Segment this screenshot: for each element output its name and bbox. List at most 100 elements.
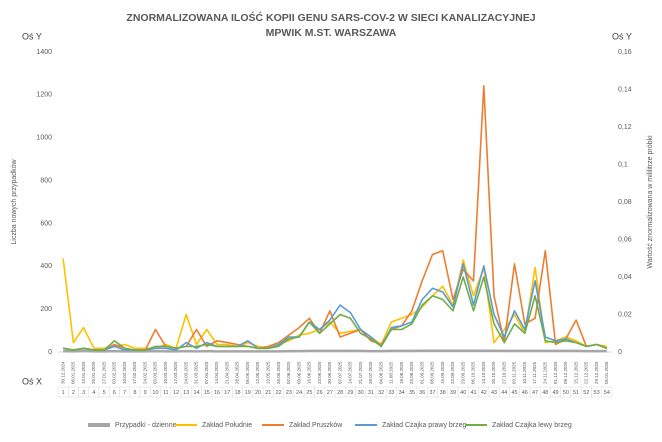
date-label: 06.01.2025 (71, 361, 76, 384)
date-label: 30.06.2025 (327, 361, 332, 384)
legend-label: Zakład Czajka prawy brzeg (382, 422, 467, 429)
legend-label: Przypadki - dzienne (115, 422, 177, 429)
date-label: 26.05.2025 (276, 361, 281, 384)
x-tick-label: 37 (429, 390, 435, 396)
x-tick-label: 47 (532, 390, 538, 396)
x-tick-label: 42 (481, 390, 487, 396)
x-tick-label: 30 (358, 390, 364, 396)
x-tick-label: 43 (491, 390, 497, 396)
x-tick-label: 32 (378, 390, 384, 396)
x-tick-label: 46 (522, 390, 528, 396)
date-label: 24.11.2025 (543, 361, 548, 384)
legend-label: Zakład Południe (202, 422, 252, 429)
series-line (63, 349, 607, 353)
x-tick-label: 8 (133, 390, 136, 396)
x-tick-label: 54 (604, 390, 610, 396)
y-axis-label: Liczba nowych przypadków (11, 158, 18, 244)
x-tick-label: 45 (511, 390, 517, 396)
date-label: 23.06.2025 (317, 361, 322, 384)
x-tick-label: 9 (144, 390, 147, 396)
date-label: 10.03.2025 (163, 361, 168, 384)
date-label: 29.12.2025 (594, 361, 599, 384)
chart-title: ZNORMALIZOWANA ILOŚĆ KOPII GENU SARS-COV… (126, 11, 535, 24)
y2-axis-label: Wartość znormalizowana w mililitrze prób… (647, 135, 654, 269)
y2-tick-label: 0,08 (618, 199, 632, 206)
x-tick-label: 2 (72, 390, 75, 396)
date-label: 28.04.2025 (235, 361, 240, 384)
series-line (62, 85, 608, 351)
x-tick-label: 27 (327, 390, 333, 396)
date-label: 10.02.2025 (122, 361, 127, 384)
y-tick-label: 400 (40, 263, 52, 270)
x-tick-label: 26 (317, 390, 323, 396)
y-tick-label: 1200 (36, 92, 52, 99)
date-label: 27.10.2025 (501, 361, 506, 384)
y-tick-label: 1400 (36, 49, 52, 56)
x-tick-label: 3 (82, 390, 85, 396)
date-label: 05.01.2026 (604, 361, 609, 384)
x-tick-label: 24 (296, 390, 302, 396)
x-tick-label: 33 (388, 390, 394, 396)
x-tick-label: 40 (460, 390, 466, 396)
date-label: 24.02.2025 (142, 361, 147, 384)
x-tick-label: 41 (470, 390, 476, 396)
x-tick-label: 21 (265, 390, 271, 396)
date-label: 14.07.2025 (348, 361, 353, 384)
date-label: 13.01.2025 (81, 361, 86, 384)
date-label: 16.06.2025 (307, 361, 312, 384)
series-line (62, 276, 608, 351)
y-tick-label: 1000 (36, 135, 52, 142)
date-label: 07.04.2025 (204, 361, 209, 384)
x-tick-label: 52 (583, 390, 589, 396)
date-label: 12.05.2025 (255, 361, 260, 384)
x-tick-label: 10 (152, 390, 158, 396)
x-tick-label: 4 (92, 390, 95, 396)
date-label: 03.11.2025 (512, 361, 517, 384)
date-label: 13.10.2025 (481, 361, 486, 384)
date-label: 04.08.2025 (378, 361, 383, 384)
date-label: 28.07.2025 (368, 361, 373, 384)
y-tick-label: 0 (48, 349, 52, 356)
series-line (62, 263, 608, 351)
date-label: 15.12.2025 (573, 361, 578, 384)
chart-subtitle: MPWIK M.ST. WARSZAWA (266, 27, 397, 39)
x-tick-label: 36 (419, 390, 425, 396)
x-tick-label: 13 (183, 390, 189, 396)
x-tick-label: 18 (234, 390, 240, 396)
date-label: 21.07.2025 (358, 361, 363, 384)
date-label: 20.10.2025 (491, 361, 496, 384)
x-tick-label: 34 (399, 390, 405, 396)
x-tick-label: 39 (450, 390, 456, 396)
x-tick-label: 50 (563, 390, 569, 396)
date-label: 22.09.2025 (450, 361, 455, 384)
x-tick-label: 22 (276, 390, 282, 396)
date-label: 22.12.2025 (584, 361, 589, 384)
date-label: 08.09.2025 (430, 361, 435, 384)
x-tick-label: 19 (245, 390, 251, 396)
x-tick-label: 1 (62, 390, 65, 396)
x-tick-label: 53 (594, 390, 600, 396)
x-tick-label: 28 (337, 390, 343, 396)
week-box (601, 386, 613, 398)
legend-label: Zakład Pruszków (289, 422, 343, 429)
date-label: 03.02.2025 (112, 361, 117, 384)
x-tick-label: 38 (440, 390, 446, 396)
y2-tick-label: 0,1 (618, 161, 628, 168)
date-label: 17.02.2025 (132, 361, 137, 384)
date-label: 01.09.2025 (419, 361, 424, 384)
x-tick-label: 23 (286, 390, 292, 396)
date-label: 31.03.2025 (194, 361, 199, 384)
x-tick-label: 25 (306, 390, 312, 396)
y2-tick-label: 0,14 (618, 86, 632, 93)
y2-tick-label: 0,06 (618, 236, 632, 243)
date-label: 07.07.2025 (337, 361, 342, 384)
y2-tick-label: 0,16 (618, 49, 632, 56)
date-label: 11.08.2025 (389, 361, 394, 384)
x-tick-label: 29 (347, 390, 353, 396)
x-axis-name: Oś X (22, 376, 42, 386)
x-tick-label: 14 (193, 390, 199, 396)
y-axis-name: Oś Y (22, 31, 42, 41)
x-tick-label: 35 (409, 390, 415, 396)
date-label: 09.06.2025 (296, 361, 301, 384)
